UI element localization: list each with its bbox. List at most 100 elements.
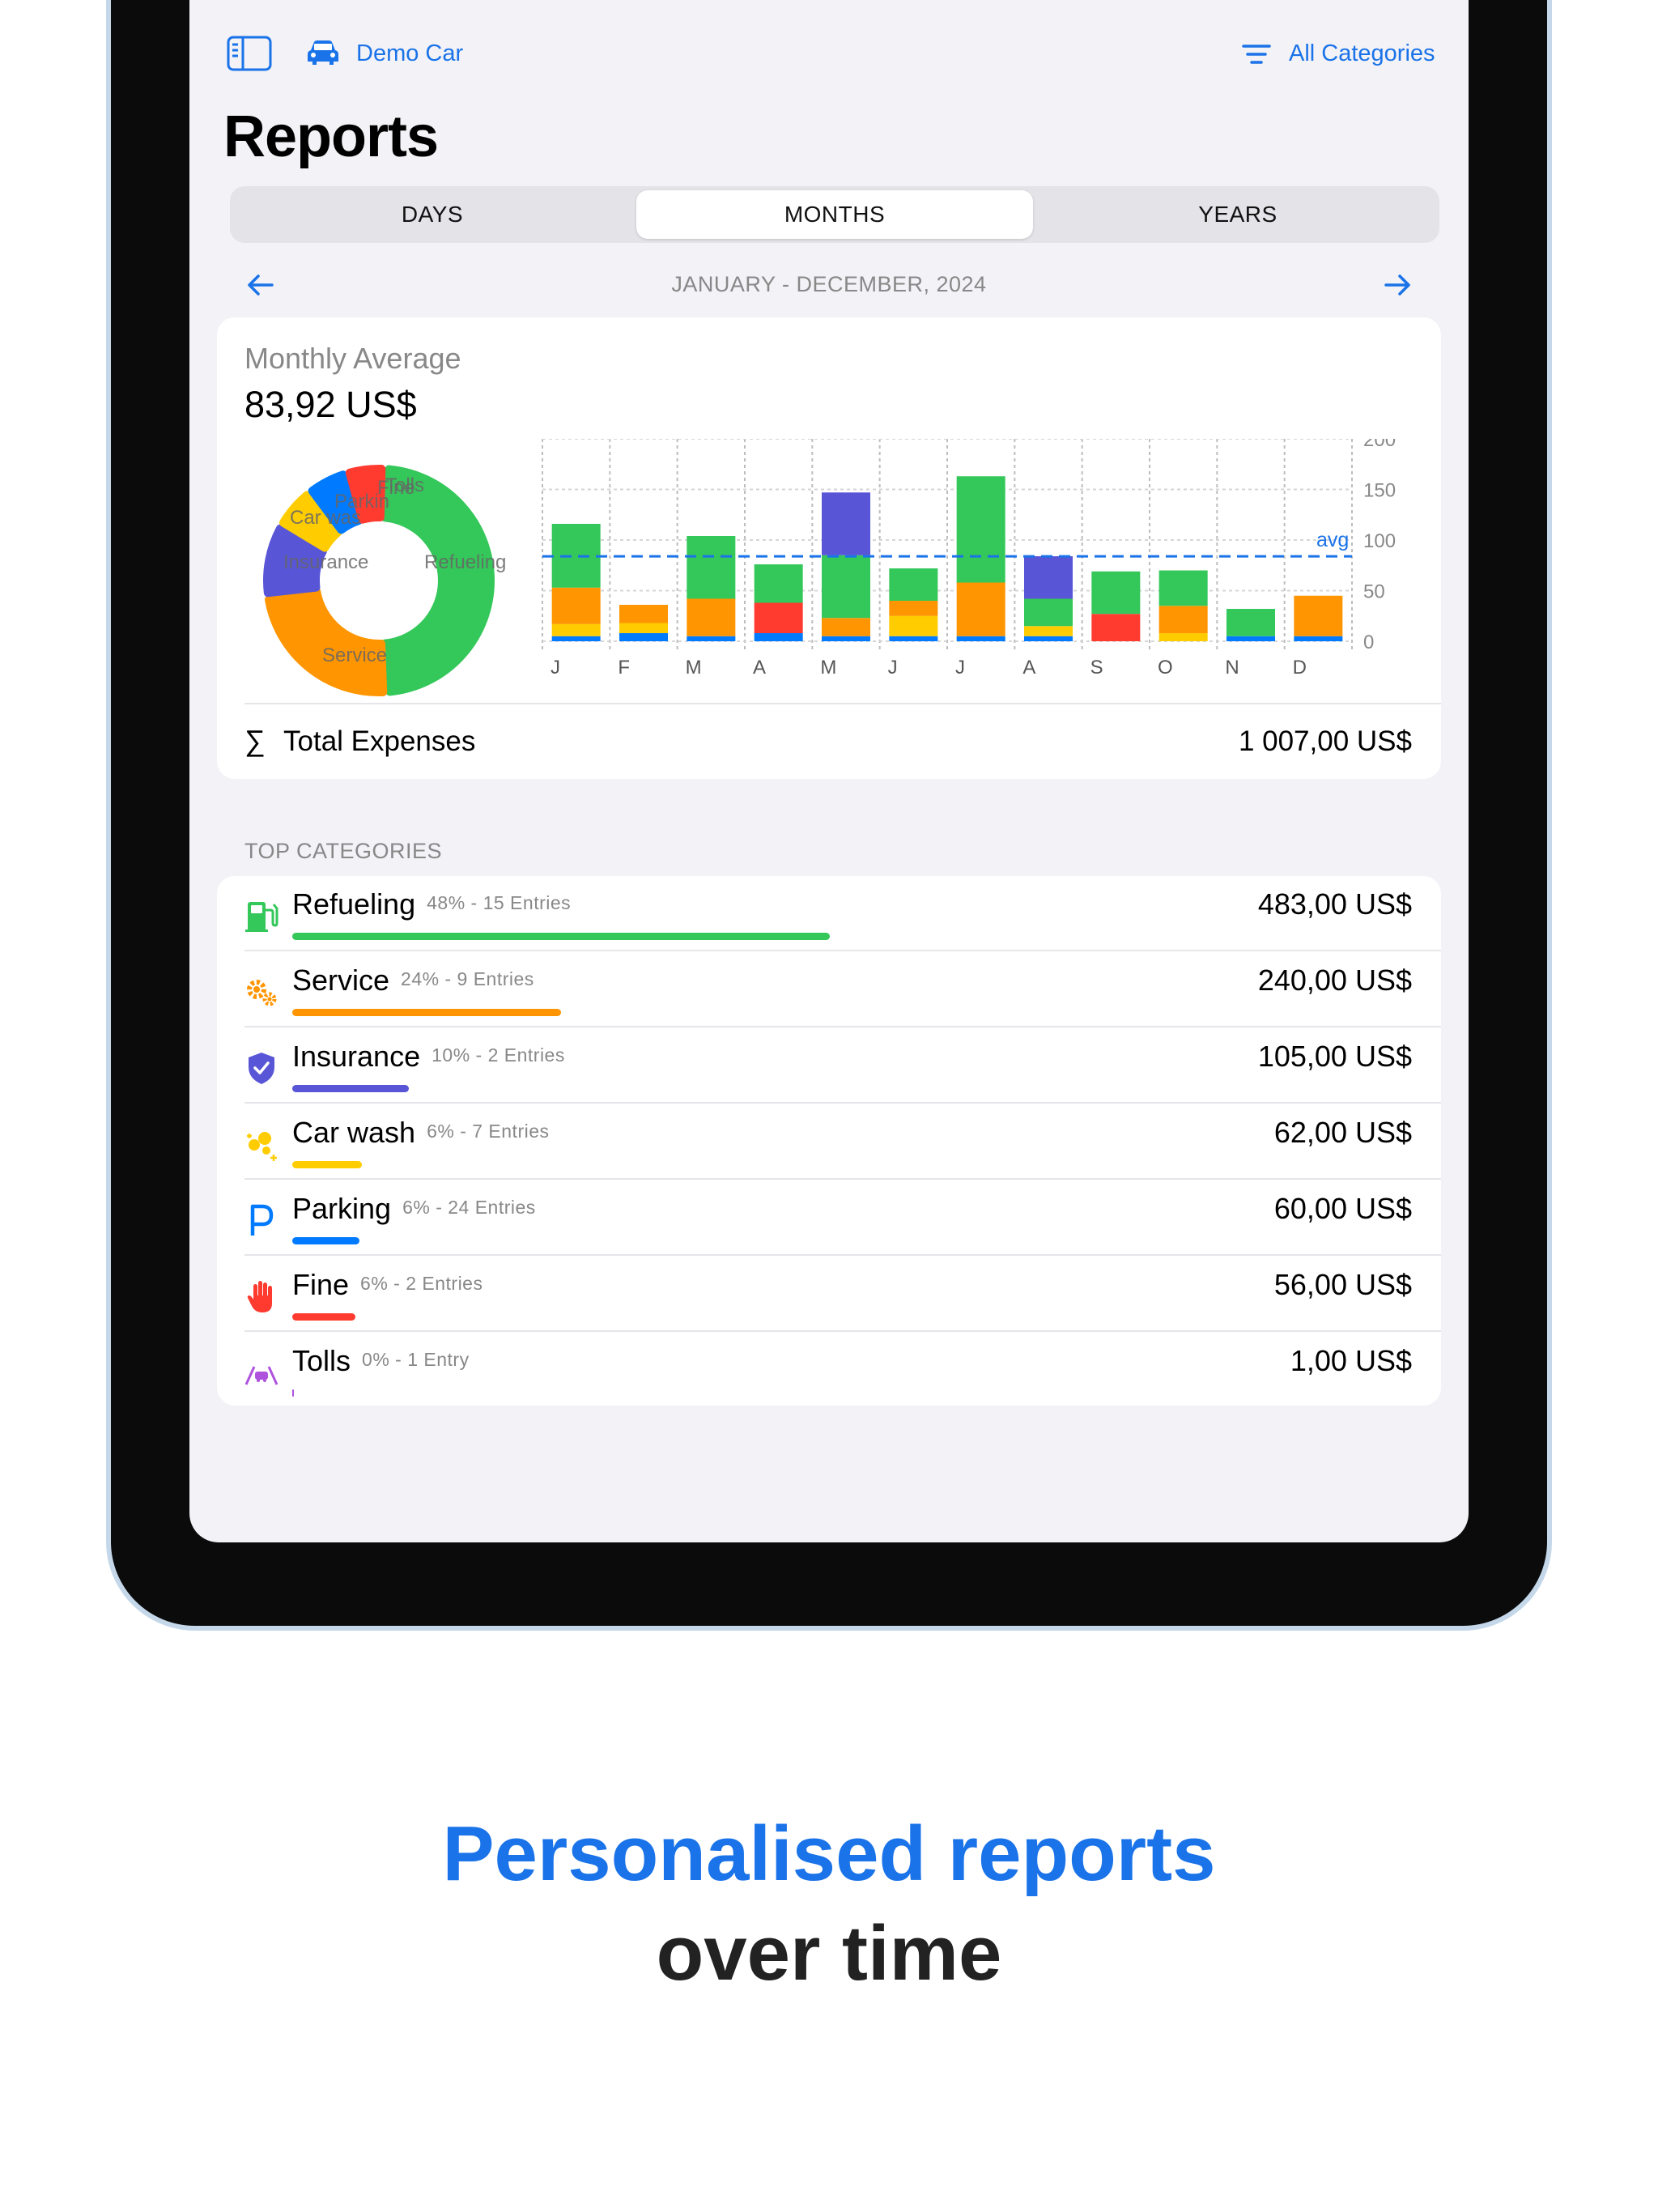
divider xyxy=(244,950,1441,951)
bar-segment[interactable] xyxy=(551,587,601,624)
bar-segment[interactable] xyxy=(619,605,668,623)
category-name: Insurance 10% - 2 Entries xyxy=(292,1040,565,1073)
donut-slice-insurance[interactable] xyxy=(263,524,327,598)
category-share-bar xyxy=(292,1161,362,1168)
donut-label: Insurance xyxy=(283,551,368,573)
bar-segment[interactable] xyxy=(551,524,601,588)
bar-segment[interactable] xyxy=(889,601,938,616)
category-meta: 48% - 15 Entries xyxy=(427,892,572,913)
bar-segment[interactable] xyxy=(1294,636,1343,641)
page-title: Reports xyxy=(223,104,439,169)
bar-segment[interactable] xyxy=(687,598,736,636)
bar-segment[interactable] xyxy=(1294,595,1343,636)
category-row-parking[interactable]: Parking 6% - 24 Entries 60,00 US$ xyxy=(217,1180,1441,1256)
bar-segment[interactable] xyxy=(619,633,668,641)
x-tick-label: J xyxy=(551,657,560,678)
segment-years[interactable]: YEARS xyxy=(1198,202,1278,227)
bar-segment[interactable] xyxy=(687,536,736,599)
donut-slice-parkin[interactable] xyxy=(308,470,363,534)
x-tick-label: A xyxy=(1022,657,1035,678)
sidebar-toggle-icon[interactable] xyxy=(227,36,272,71)
total-expenses-value: 1 007,00 US$ xyxy=(1238,725,1412,757)
bar-segment[interactable] xyxy=(889,568,938,601)
bar-segment[interactable] xyxy=(754,602,803,634)
bar-segment[interactable] xyxy=(619,623,668,634)
category-amount: 60,00 US$ xyxy=(1273,1192,1412,1225)
donut-slice-refueling[interactable] xyxy=(380,465,495,696)
top-categories-list: Refueling 48% - 15 Entries 483,00 US$ Ser… xyxy=(217,876,1441,1406)
segment-months[interactable]: MONTHS xyxy=(636,190,1033,239)
bar-segment[interactable] xyxy=(1226,609,1275,636)
donut-label: Fine xyxy=(377,477,415,499)
category-share-bar xyxy=(292,1085,409,1092)
category-row-fine[interactable]: Fine 6% - 2 Entries 56,00 US$ xyxy=(217,1257,1441,1332)
x-tick-label: F xyxy=(618,657,630,678)
category-row-service[interactable]: Service 24% - 9 Entries 240,00 US$ xyxy=(217,952,1441,1027)
car-selector[interactable]: Demo Car xyxy=(356,40,464,66)
bar-segment[interactable] xyxy=(822,618,870,636)
category-row-tolls[interactable]: Tolls 0% - 1 Entry 1,00 US$ xyxy=(217,1333,1441,1406)
bar-segment[interactable] xyxy=(822,492,870,555)
bar-segment[interactable] xyxy=(551,623,601,636)
bar-segment[interactable] xyxy=(754,564,803,603)
category-filter-button[interactable]: All Categories xyxy=(1289,40,1435,66)
total-expenses-label: Total Expenses xyxy=(283,725,476,757)
bar-segment[interactable] xyxy=(551,636,601,641)
bar-segment[interactable] xyxy=(889,636,938,641)
category-donut-chart[interactable]: Refueling Service Insurance Car wasParkinFi… xyxy=(241,455,517,706)
bar-segment[interactable] xyxy=(889,615,938,636)
bar-segment[interactable] xyxy=(1158,633,1208,641)
category-share-bar xyxy=(292,933,830,940)
donut-label: Car was xyxy=(290,507,361,529)
bar-segment[interactable] xyxy=(822,636,870,641)
divider xyxy=(244,703,1441,704)
category-meta: 10% - 2 Entries xyxy=(432,1044,565,1066)
bar-segment[interactable] xyxy=(1024,556,1073,599)
category-row-refueling[interactable]: Refueling 48% - 15 Entries 483,00 US$ xyxy=(217,876,1441,951)
car-icon[interactable] xyxy=(306,39,340,66)
bar-segment[interactable] xyxy=(1091,571,1141,615)
bar-segment[interactable] xyxy=(1158,606,1208,633)
bar-segment[interactable] xyxy=(956,636,1005,641)
bar-segment[interactable] xyxy=(1158,570,1208,606)
bar-segment[interactable] xyxy=(1024,636,1073,641)
bar-segment[interactable] xyxy=(1024,598,1073,627)
monthly-average-value: 83,92 US$ xyxy=(244,384,417,425)
category-share-bar xyxy=(292,1389,294,1397)
bar-segment[interactable] xyxy=(754,633,803,641)
top-categories-header: TOP CATEGORIES xyxy=(244,839,443,863)
y-tick-label: 50 xyxy=(1363,581,1385,603)
bar-segment[interactable] xyxy=(956,582,1005,636)
bubbles-icon xyxy=(247,1132,277,1161)
bar-segment[interactable] xyxy=(1091,614,1141,641)
category-share-bar xyxy=(292,1009,561,1016)
bar-segment[interactable] xyxy=(687,636,736,641)
x-tick-label: S xyxy=(1090,657,1103,678)
category-name: Parking 6% - 24 Entries xyxy=(292,1192,536,1225)
donut-slice-fine[interactable] xyxy=(345,465,386,524)
bar-segment[interactable] xyxy=(1024,626,1073,636)
divider xyxy=(244,1330,1441,1332)
period-label: JANUARY - DECEMBER, 2024 xyxy=(671,272,987,296)
x-tick-label: A xyxy=(753,657,766,678)
next-period-arrow-icon[interactable] xyxy=(1381,269,1414,301)
donut-slice-car-was[interactable] xyxy=(278,491,342,552)
gears-icon xyxy=(247,980,277,1006)
category-name: Fine 6% - 2 Entries xyxy=(292,1268,483,1301)
segment-days[interactable]: DAYS xyxy=(401,202,464,227)
bar-segment[interactable] xyxy=(956,476,1005,583)
divider xyxy=(244,1102,1441,1104)
donut-slice-service[interactable] xyxy=(265,587,388,696)
bar-segment[interactable] xyxy=(1226,636,1275,641)
filter-icon[interactable] xyxy=(1242,44,1271,65)
category-meta: 6% - 24 Entries xyxy=(402,1197,536,1218)
category-amount: 1,00 US$ xyxy=(1290,1344,1412,1377)
category-row-insurance[interactable]: Insurance 10% - 2 Entries 105,00 US$ xyxy=(217,1028,1441,1104)
period-segmented-control: DAYS MONTHS YEARS xyxy=(230,186,1439,243)
category-amount: 483,00 US$ xyxy=(1257,887,1412,921)
bar-segment[interactable] xyxy=(822,555,870,619)
previous-period-arrow-icon[interactable] xyxy=(244,269,277,301)
category-row-car-wash[interactable]: Car wash 6% - 7 Entries 62,00 US$ xyxy=(217,1104,1441,1180)
category-meta: 6% - 7 Entries xyxy=(427,1121,550,1142)
